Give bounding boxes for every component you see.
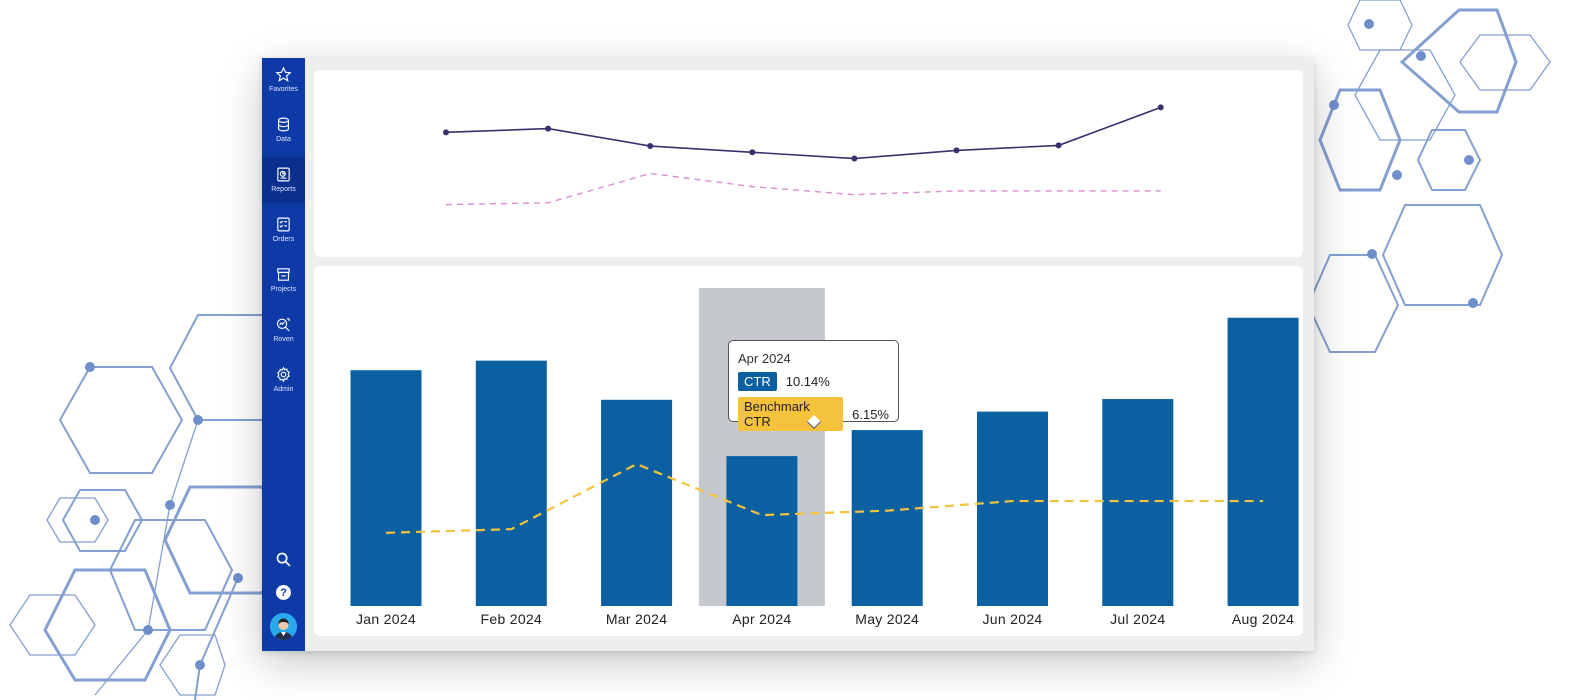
line-point-4[interactable] (851, 155, 858, 162)
bar-mar-2024[interactable] (601, 399, 673, 606)
report-icon (277, 167, 290, 182)
series-line-primary (445, 106, 1161, 160)
avatar (270, 613, 297, 640)
help-icon: ? (276, 585, 291, 600)
x-tick-label: Aug 2024 (1232, 611, 1294, 627)
sidebar-item-reports[interactable]: Reports (262, 157, 305, 203)
sidebar-item-admin[interactable]: Admin (262, 357, 305, 403)
tooltip-benchmark-value: 6.15% (852, 406, 889, 422)
tooltip-ctr-label: CTR (738, 372, 777, 391)
chart-tooltip: Apr 2024 CTR 10.14% Benchmark CTR 6.15% (728, 340, 899, 431)
magnify-chart-icon (276, 318, 290, 332)
bar-chart-panel: Jan 2024 Feb 2024 Mar 2024 Apr 2024 May 2024… (314, 266, 1303, 636)
sidebar: Favorites Data Reports Orders Projects R… (262, 58, 305, 651)
app-window: Favorites Data Reports Orders Projects R… (262, 58, 1314, 651)
x-tick-label: Jan 2024 (356, 611, 416, 627)
line-point-7[interactable] (1157, 104, 1164, 111)
search-icon (276, 552, 291, 567)
x-tick-label: Feb 2024 (481, 611, 543, 627)
user-avatar-button[interactable] (262, 613, 305, 640)
sidebar-item-label: Orders (272, 236, 295, 243)
series-line-dashed (445, 172, 1161, 206)
line-point-5[interactable] (953, 147, 960, 154)
top-line-chart (443, 104, 1164, 206)
bar-jan-2024[interactable] (350, 370, 422, 606)
bar-aug-2024[interactable] (1227, 317, 1299, 606)
sidebar-item-label: Favorites (269, 86, 298, 93)
bar-may-2024[interactable] (851, 430, 923, 606)
search-button[interactable] (262, 551, 305, 568)
sidebar-item-orders[interactable]: Orders (262, 207, 305, 253)
checklist-icon (277, 217, 290, 232)
sidebar-item-roven[interactable]: Roven (262, 307, 305, 353)
x-tick-label: Jul 2024 (1110, 611, 1165, 627)
tooltip-title: Apr 2024 (738, 351, 791, 366)
sidebar-item-label: Reports (271, 186, 296, 193)
sidebar-item-label: Data (276, 136, 291, 143)
sidebar-item-label: Roven (273, 336, 294, 343)
gear-icon (277, 366, 290, 383)
x-tick-label: May 2024 (855, 611, 919, 627)
store-icon (277, 268, 290, 281)
x-tick-label: Jun 2024 (982, 611, 1042, 627)
help-button[interactable]: ? (262, 585, 305, 600)
tooltip-row-ctr: CTR 10.14% (738, 372, 889, 391)
sidebar-item-label: Admin (273, 386, 294, 393)
line-point-1[interactable] (545, 125, 552, 132)
bar-apr-2024[interactable] (726, 456, 798, 606)
sidebar-item-data[interactable]: Data (262, 107, 305, 153)
sidebar-item-projects[interactable]: Projects (262, 257, 305, 303)
sidebar-item-label: Projects (270, 286, 297, 293)
ctr-bar-chart: Jan 2024 Feb 2024 Mar 2024 Apr 2024 May 2024… (350, 288, 1299, 627)
line-point-6[interactable] (1055, 142, 1062, 149)
database-icon (277, 117, 290, 132)
tooltip-ctr-value: 10.14% (785, 374, 830, 389)
line-chart-panel (314, 70, 1303, 257)
x-tick-label: Mar 2024 (606, 611, 668, 627)
bar-jul-2024[interactable] (1102, 399, 1174, 606)
x-tick-label: Apr 2024 (732, 611, 791, 627)
line-point-3[interactable] (749, 149, 756, 156)
tooltip-row-benchmark: Benchmark CTR 6.15% (738, 397, 889, 431)
sidebar-item-favorites[interactable]: Favorites (262, 57, 305, 103)
tooltip-benchmark-label: Benchmark CTR (738, 397, 844, 431)
line-point-0[interactable] (443, 129, 449, 136)
bar-jun-2024[interactable] (977, 411, 1048, 606)
star-icon (275, 66, 292, 82)
benchmark-ctr-line (385, 462, 1264, 534)
bar-feb-2024[interactable] (475, 360, 547, 606)
line-point-2[interactable] (647, 143, 654, 150)
